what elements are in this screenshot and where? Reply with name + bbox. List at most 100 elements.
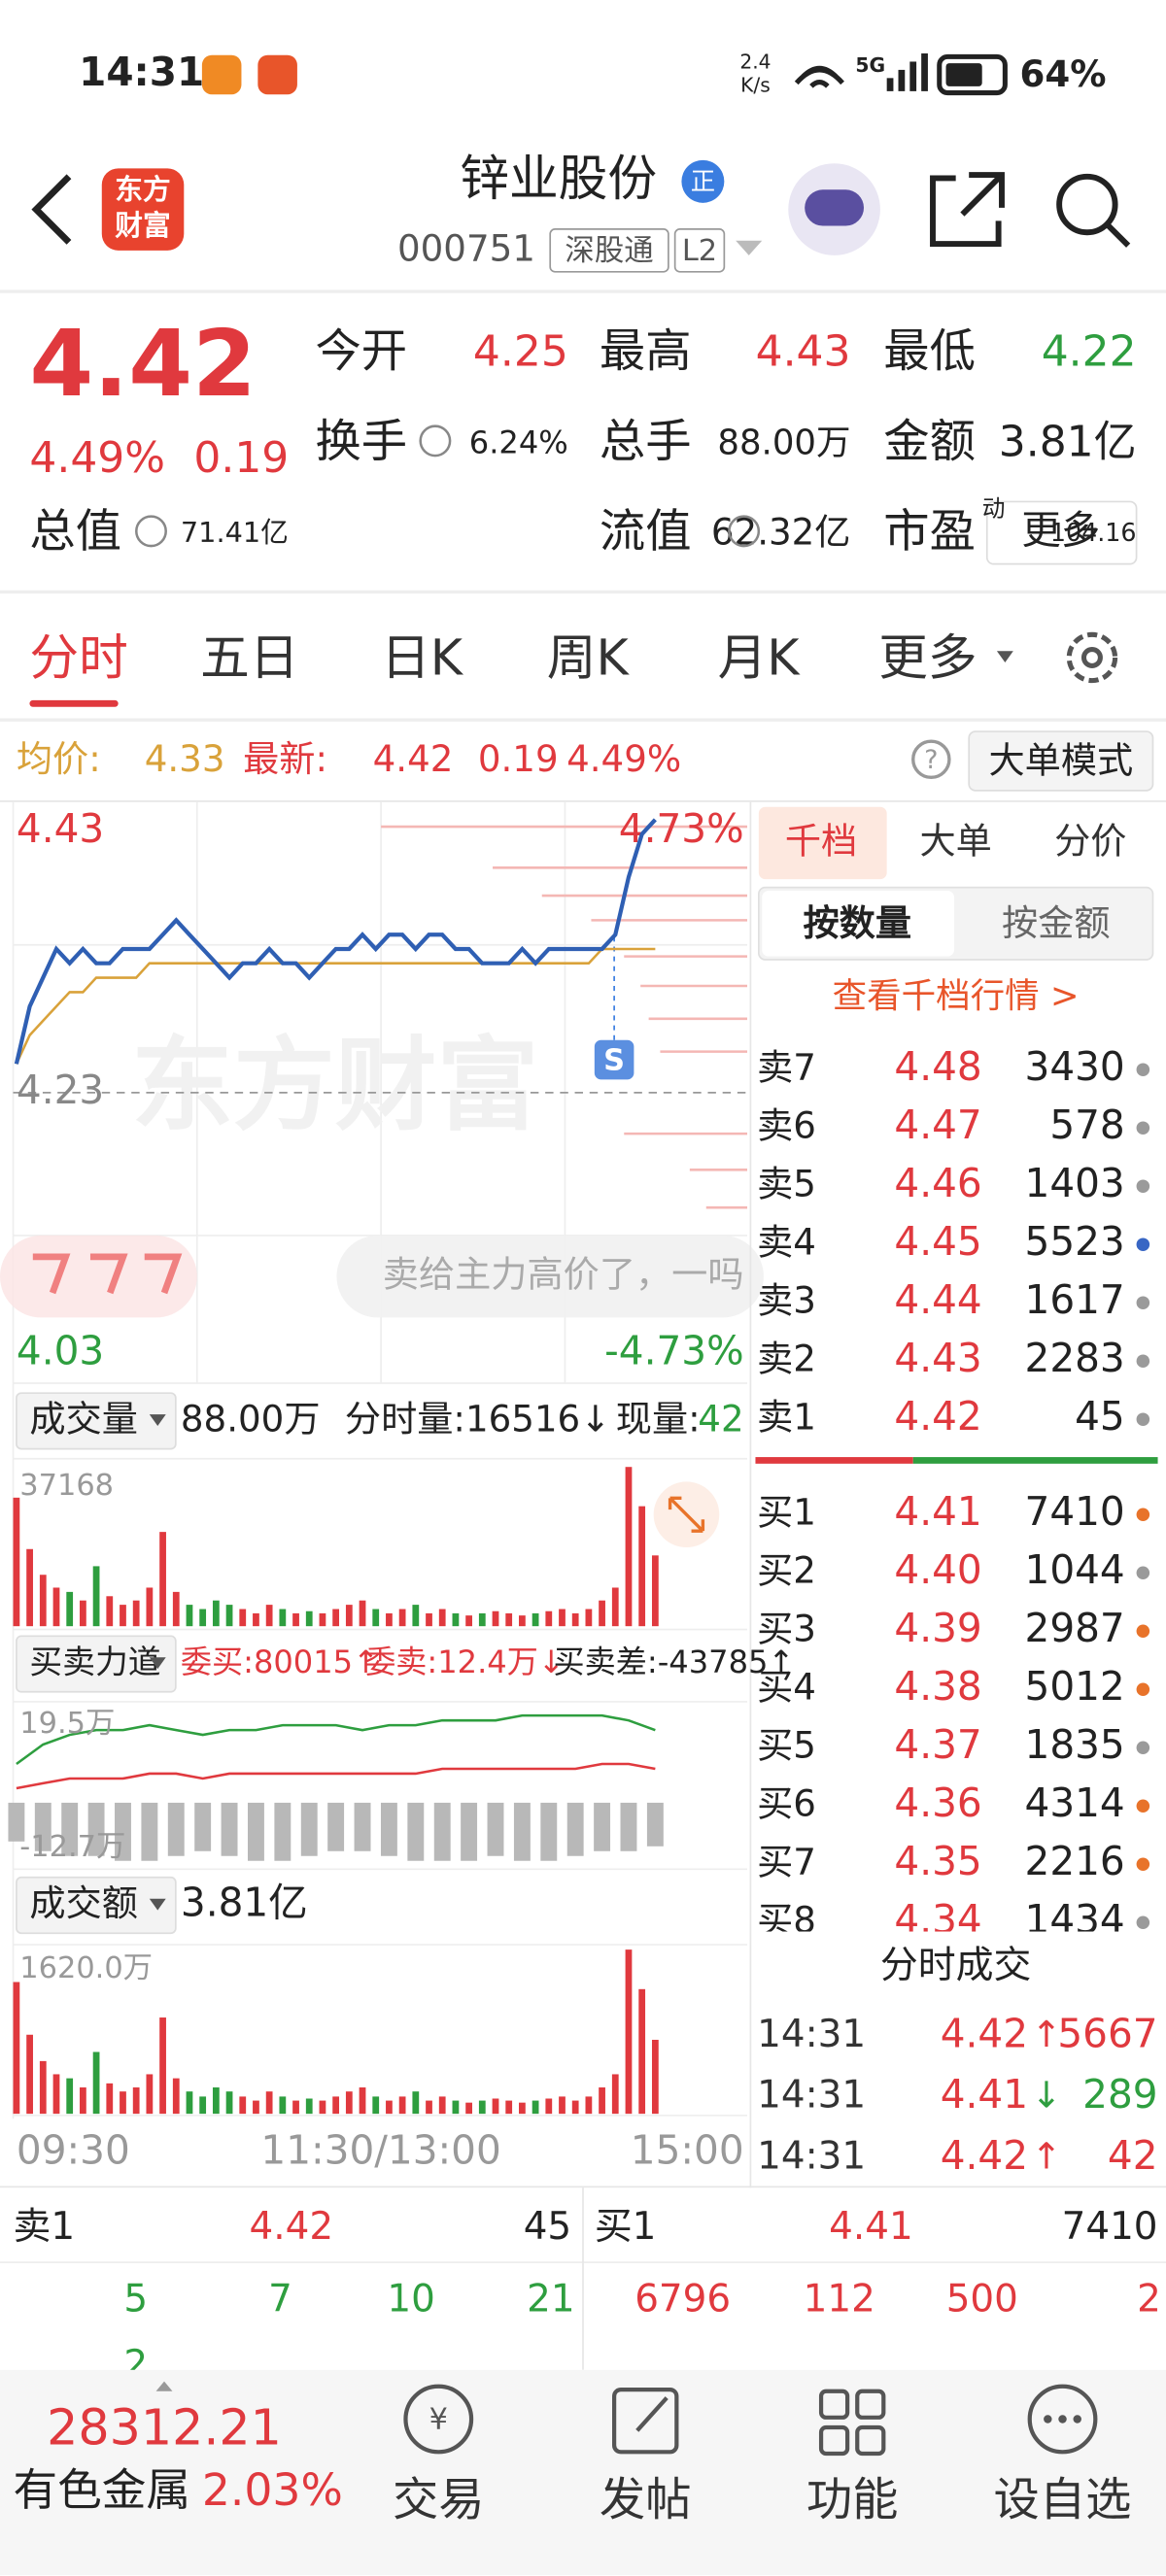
bar bbox=[279, 1609, 287, 1627]
bar bbox=[398, 2096, 406, 2115]
subtab-active[interactable] bbox=[762, 890, 954, 957]
mode-button[interactable] bbox=[968, 730, 1154, 792]
force-stat: 委卖:12.4万↓ bbox=[364, 1644, 565, 1680]
share-button[interactable] bbox=[930, 172, 1005, 248]
index-arrow bbox=[155, 2381, 173, 2391]
book-level: 卖5 bbox=[757, 1163, 816, 1205]
panel-selectors[interactable] bbox=[16, 1392, 177, 1935]
book-price: 4.48 bbox=[894, 1043, 981, 1090]
book-dot bbox=[1136, 1857, 1150, 1871]
force-bar bbox=[513, 1802, 531, 1861]
settings-button[interactable] bbox=[1066, 631, 1118, 684]
marker-label: S bbox=[603, 1043, 625, 1077]
x-tick-label: 15:00 bbox=[631, 2127, 744, 2174]
bar bbox=[199, 1609, 207, 1627]
book-subtab[interactable]: 按金额 bbox=[1002, 901, 1111, 944]
logo bbox=[101, 168, 185, 251]
trade-direction: ↓ bbox=[1031, 2074, 1061, 2117]
book-dot bbox=[1136, 1508, 1150, 1521]
panel-frames bbox=[13, 1457, 748, 2117]
y-tick-label: -12.7万 bbox=[19, 1830, 125, 1864]
field-value: 4.43 bbox=[756, 326, 851, 376]
tab[interactable]: 五日 bbox=[200, 628, 298, 686]
bar bbox=[638, 1988, 646, 2115]
stock-name: 锌业股份 bbox=[460, 150, 657, 207]
book-tab[interactable]: 大单 bbox=[919, 819, 991, 862]
wifi-icon bbox=[794, 65, 844, 88]
book-subtab[interactable]: 按数量 bbox=[803, 901, 911, 944]
tab[interactable]: 日K bbox=[381, 628, 464, 686]
nav-item[interactable]: 功能 bbox=[806, 2474, 899, 2527]
bar bbox=[39, 2060, 47, 2115]
book-tab[interactable]: 分价 bbox=[1054, 819, 1126, 862]
tab[interactable]: 分时 bbox=[29, 628, 127, 686]
book-dot bbox=[1136, 1624, 1150, 1638]
bar bbox=[545, 1610, 553, 1627]
y-tick-label: 37168 bbox=[19, 1469, 114, 1503]
nav-item[interactable]: 设自选 bbox=[994, 2474, 1132, 2527]
queue-qty: 21 bbox=[527, 2277, 574, 2321]
book-qty: 3430 bbox=[1025, 1043, 1125, 1090]
ask-bar bbox=[755, 1457, 913, 1464]
battery-level bbox=[945, 63, 982, 86]
back-button[interactable] bbox=[31, 174, 72, 245]
bar bbox=[186, 1605, 193, 1627]
bar bbox=[225, 1605, 233, 1627]
field-label: 今开 bbox=[316, 324, 408, 378]
trade-direction: ↑ bbox=[1031, 2134, 1061, 2177]
help-icon[interactable] bbox=[911, 739, 951, 780]
search-button[interactable] bbox=[1056, 173, 1118, 236]
book-dot bbox=[1136, 1063, 1150, 1076]
trade-volume: 289 bbox=[1082, 2071, 1157, 2118]
tab-active[interactable] bbox=[758, 806, 887, 880]
banner-pill[interactable] bbox=[336, 1235, 764, 1318]
book-level: 买6 bbox=[757, 1782, 816, 1825]
dropdown-icon[interactable] bbox=[736, 240, 763, 255]
tab[interactable]: 月K bbox=[718, 628, 802, 686]
nav-item[interactable]: 发帖 bbox=[600, 2474, 692, 2527]
field-superscript: 动 bbox=[982, 494, 1006, 522]
book-dot bbox=[1136, 1179, 1150, 1193]
info-icon[interactable] bbox=[419, 424, 452, 458]
field-value: 4.25 bbox=[473, 326, 568, 376]
divider bbox=[0, 590, 1166, 594]
badge bbox=[681, 159, 725, 203]
bar bbox=[332, 1609, 340, 1627]
marker-box[interactable] bbox=[594, 1039, 634, 1080]
bar bbox=[132, 1600, 140, 1627]
info-icon[interactable] bbox=[135, 515, 167, 548]
y-tick-label: 4.23 bbox=[17, 1067, 104, 1113]
bar bbox=[599, 1600, 605, 1627]
trade-direction: ↑ bbox=[1031, 2013, 1061, 2055]
bar bbox=[172, 1591, 180, 1627]
index-value: 28312.21 bbox=[47, 2398, 282, 2456]
volume-total: 88.00万 bbox=[181, 1397, 321, 1440]
net-speed: 2.4 bbox=[739, 51, 771, 74]
book-level: 买2 bbox=[757, 1549, 816, 1592]
bar bbox=[80, 1600, 86, 1627]
tab[interactable]: 更多 bbox=[878, 628, 977, 686]
book-dot bbox=[1136, 1682, 1150, 1696]
book-link[interactable]: 查看千档行情 > bbox=[833, 976, 1080, 1016]
bar bbox=[66, 2078, 74, 2115]
book-qty: 1617 bbox=[1025, 1276, 1125, 1323]
more-button[interactable] bbox=[985, 500, 1138, 565]
tab-underline bbox=[29, 699, 119, 707]
tab[interactable]: 周K bbox=[547, 628, 631, 686]
force-bar bbox=[594, 1802, 611, 1851]
help-glyph: ? bbox=[924, 745, 938, 775]
book-price: 4.43 bbox=[894, 1335, 981, 1381]
bar bbox=[559, 1609, 566, 1627]
bar bbox=[345, 2091, 353, 2115]
info-icon[interactable] bbox=[728, 515, 761, 548]
force-bar bbox=[354, 1802, 371, 1851]
latest-change: 0.19 bbox=[478, 737, 559, 780]
book-price: 4.46 bbox=[894, 1160, 981, 1206]
bar bbox=[478, 1612, 486, 1627]
book-tab[interactable]: 千档 bbox=[785, 819, 857, 862]
net-speed-unit: K/s bbox=[740, 73, 771, 96]
search-handle bbox=[1106, 223, 1131, 248]
nav-item[interactable]: 交易 bbox=[393, 2474, 485, 2527]
field-value: 6.24% bbox=[469, 424, 568, 460]
field-label: 市盈 bbox=[883, 505, 976, 559]
